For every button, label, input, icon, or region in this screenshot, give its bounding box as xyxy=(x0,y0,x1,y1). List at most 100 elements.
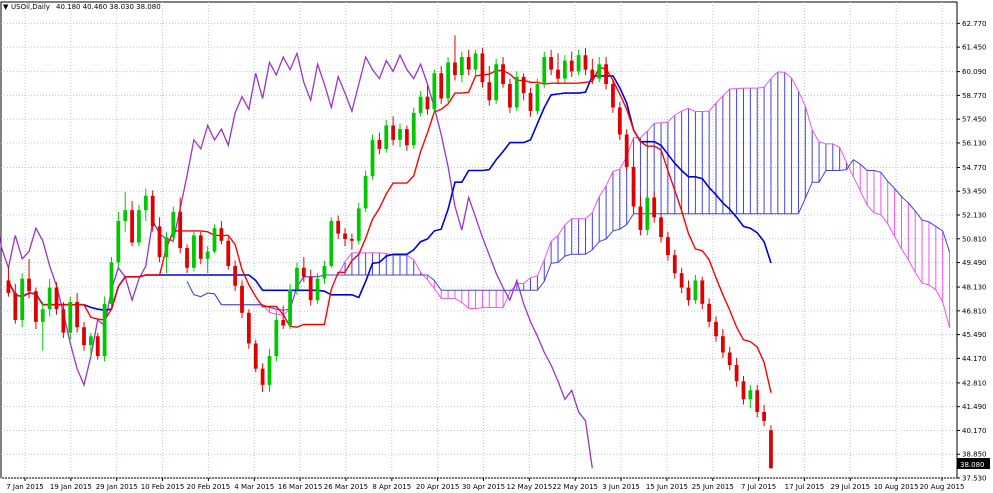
y-tick-label-11: 48.130 xyxy=(962,284,987,292)
ichimoku-cloud xyxy=(268,71,951,328)
tenkan-sen-line xyxy=(7,67,772,393)
candle-body xyxy=(130,210,134,243)
candle-body xyxy=(295,267,299,290)
candle-body xyxy=(569,60,574,72)
candle-body xyxy=(446,62,450,99)
candle-body xyxy=(143,195,148,211)
time-axis: 7 Jan 2015 19 Jan 2015 29 Jan 2015 10 Feb 2… xyxy=(6,478,964,491)
candle-body xyxy=(47,287,52,310)
candle-body xyxy=(75,302,80,328)
y-tick-label-0: 62.770 xyxy=(962,20,987,28)
candle-body xyxy=(164,237,169,257)
candle xyxy=(267,348,272,393)
candle xyxy=(528,87,533,117)
candle-body xyxy=(322,265,327,279)
candle xyxy=(198,231,203,265)
candle-body xyxy=(61,309,66,333)
candle-body xyxy=(762,411,766,421)
candle xyxy=(576,49,581,76)
candle xyxy=(6,265,11,297)
candle xyxy=(329,217,334,268)
candle xyxy=(233,260,238,292)
candle xyxy=(102,296,107,362)
candle-body xyxy=(246,312,251,344)
candle-body xyxy=(171,211,176,238)
candle-body xyxy=(391,125,396,140)
candle xyxy=(466,49,471,76)
x-tick-label-1: 19 Jan 2015 xyxy=(50,483,92,491)
candle-body xyxy=(370,139,375,176)
candle xyxy=(494,58,499,104)
candle xyxy=(157,217,162,263)
candle xyxy=(748,384,753,409)
grid-lines xyxy=(0,1,958,479)
candle xyxy=(439,66,444,104)
x-tick-label-3: 10 Feb 2015 xyxy=(141,483,185,491)
candle-body xyxy=(343,233,347,239)
x-tick-label-10: 30 Apr 2015 xyxy=(462,483,505,491)
x-tick-label-17: 17 Jul 2015 xyxy=(785,483,825,491)
candle xyxy=(501,57,505,88)
candle xyxy=(686,280,691,306)
candle xyxy=(185,244,189,274)
candle-body xyxy=(102,303,107,357)
candle-body xyxy=(377,139,382,149)
y-tick-label-4: 57.450 xyxy=(962,116,987,124)
menu-arrow-icon: ▼ xyxy=(3,3,9,11)
candle-body xyxy=(459,57,464,76)
candle-body xyxy=(233,265,238,286)
candle-body xyxy=(157,226,162,257)
candle xyxy=(604,57,608,90)
x-tick-label-0: 7 Jan 2015 xyxy=(6,483,44,491)
candle-body xyxy=(501,64,505,85)
candle xyxy=(562,55,567,83)
candle xyxy=(226,237,231,270)
candle-body xyxy=(411,112,416,146)
candle xyxy=(61,302,66,339)
y-tick-label-15: 42.810 xyxy=(962,379,987,387)
candle-body xyxy=(700,280,705,304)
candle xyxy=(473,49,478,76)
candle xyxy=(611,80,615,113)
indicator-lines xyxy=(0,51,951,469)
candle xyxy=(192,229,196,272)
price-axis: 62.770 61.450 60.090 58.770 57.450 56.130 54.7… xyxy=(957,20,987,483)
candles xyxy=(6,35,773,469)
candle-body xyxy=(453,62,457,76)
candle xyxy=(432,69,437,113)
candle-body xyxy=(734,365,739,382)
x-tick-label-4: 20 Feb 2015 xyxy=(187,483,231,491)
candle xyxy=(356,202,361,245)
candle xyxy=(583,48,588,76)
candle-body xyxy=(20,278,25,321)
candle-body xyxy=(212,228,217,252)
candle-body xyxy=(693,280,698,301)
y-tick-label-18: 38.850 xyxy=(962,451,987,459)
last-price-marker: 38.080 xyxy=(957,458,990,469)
candle xyxy=(590,58,595,85)
ohlc-header: 40.180 40.460 38.030 38.080 xyxy=(56,3,161,11)
candle xyxy=(377,132,382,155)
candle xyxy=(453,35,457,81)
y-tick-label-14: 44.170 xyxy=(962,355,987,363)
candle-body xyxy=(556,69,560,79)
candle xyxy=(700,276,705,310)
candle-body xyxy=(741,381,746,400)
candle xyxy=(143,188,148,221)
candle xyxy=(521,73,526,101)
candle xyxy=(398,123,402,148)
candle xyxy=(336,215,341,239)
candle-body xyxy=(576,55,581,72)
candle-body xyxy=(185,247,189,268)
candle-body xyxy=(473,53,478,70)
x-tick-label-19: 10 Aug 2015 xyxy=(874,483,919,491)
candle xyxy=(82,321,86,351)
candle-body xyxy=(514,76,519,108)
x-tick-label-13: 3 Jun 2015 xyxy=(602,483,640,491)
candle-body xyxy=(192,235,196,268)
candle xyxy=(384,120,389,153)
candle xyxy=(54,282,59,315)
candle xyxy=(20,273,25,328)
candle xyxy=(404,125,409,151)
